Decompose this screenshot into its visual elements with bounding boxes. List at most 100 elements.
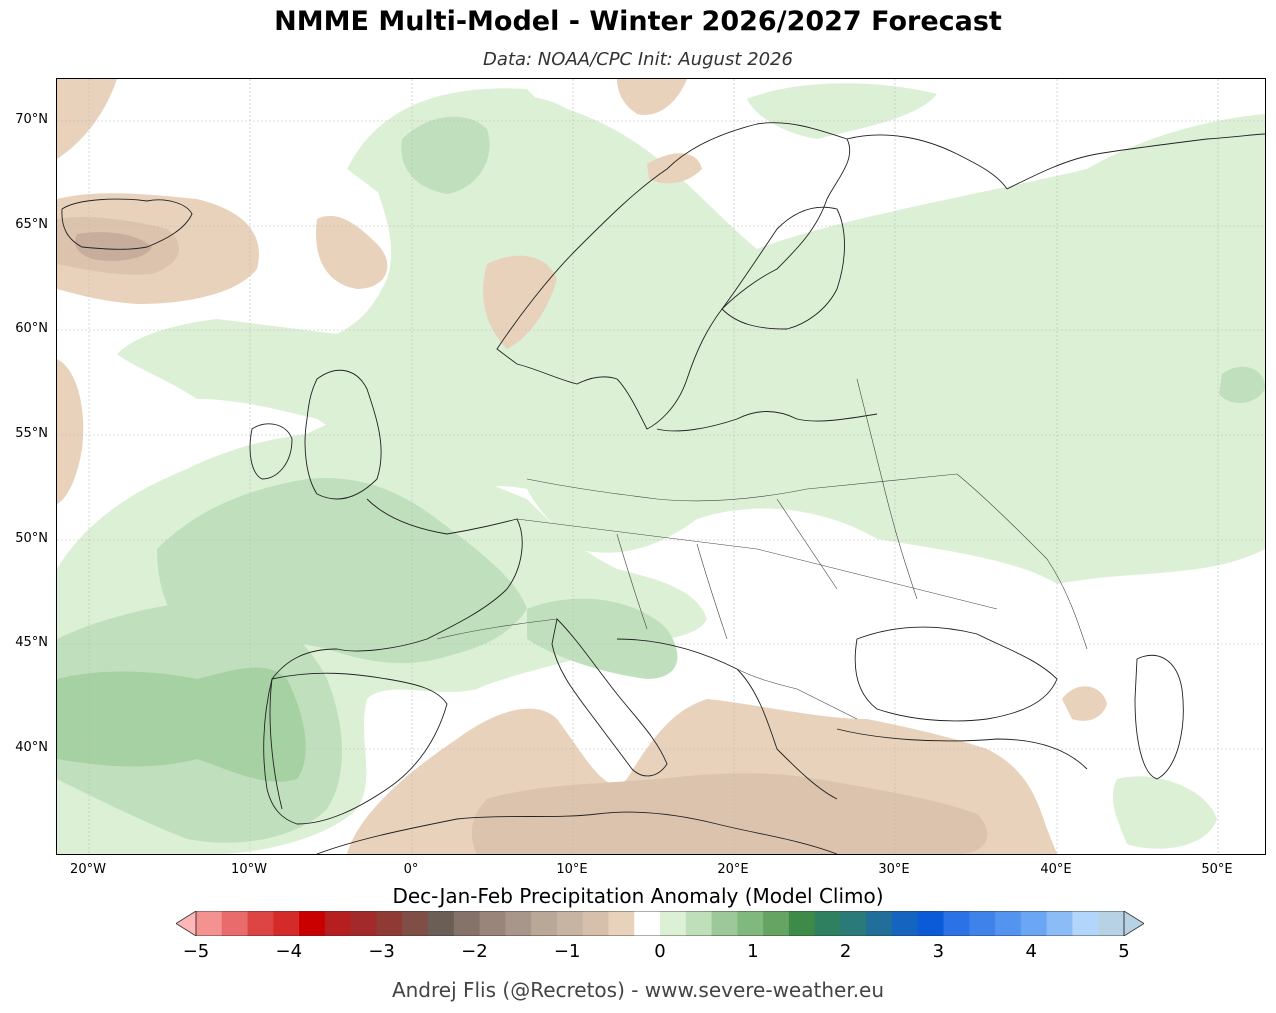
chart-subtitle: Data: NOAA/CPC Init: August 2026: [483, 49, 793, 70]
colorbar-under-triangle: [176, 911, 197, 936]
colorbar-tick-label: 4: [1025, 941, 1037, 962]
dry-anomaly-lapland: [647, 153, 702, 184]
colorbar-cell: [1098, 911, 1125, 936]
colorbar-cell: [917, 911, 945, 936]
anatolia: [836, 728, 1088, 770]
colorbar-tick-label: −3: [368, 941, 395, 962]
dry-anomaly-atlantic: [316, 215, 388, 289]
italy: [551, 618, 668, 777]
chart-title: NMME Multi-Model - Winter 2026/2027 Fore…: [274, 6, 1002, 37]
map-canvas: [57, 79, 1265, 854]
colorbar-tick-label: 1: [747, 941, 759, 962]
lat-label-45n: 45°N: [15, 635, 48, 650]
country-borders: [436, 378, 1088, 720]
lon-label-20e: 20°E: [717, 862, 749, 877]
dry-medium-aegean: [471, 773, 988, 854]
colorbar-cell: [556, 911, 584, 936]
credit-text: Andrej Flis (@Recretos) - www.severe-wea…: [391, 978, 885, 1002]
wet-medium-russia: [1219, 366, 1265, 403]
colorbar-cell: [479, 911, 506, 936]
lat-label-70n: 70°N: [15, 112, 48, 127]
colorbar-tick-label: 2: [839, 941, 852, 962]
colorbar-cell: [711, 911, 738, 936]
colorbar-cell: [892, 911, 919, 936]
dry-strong-iceland: [75, 232, 152, 261]
dry-anomaly-arctic-north: [57, 79, 117, 159]
iberia: [263, 672, 448, 825]
colorbar-cell: [247, 911, 274, 936]
wet-anomaly-arctic: [747, 83, 937, 139]
lon-label-10e: 10°E: [556, 862, 588, 877]
graticule: [57, 79, 1265, 854]
colorbar-cell: [376, 911, 403, 936]
colorbar-tick-label: 5: [1118, 941, 1130, 962]
lon-label-30e: 30°E: [878, 862, 910, 877]
arctic-coast: [1006, 133, 1265, 190]
colorbar-cell: [196, 911, 223, 936]
colorbar-cell: [221, 911, 249, 936]
dry-anomaly-barents: [617, 79, 687, 115]
colorbar-over-triangle: [1123, 911, 1144, 936]
kola-peninsula: [846, 134, 1008, 190]
colorbar-cell: [324, 911, 352, 936]
dry-anomaly-west-atlantic: [57, 359, 84, 504]
ireland: [249, 423, 293, 480]
balkans: [616, 638, 838, 800]
colorbar-cell: [685, 911, 713, 936]
british-isles: [304, 369, 382, 500]
colorbar-label: Dec-Jan-Feb Precipitation Anomaly (Model…: [392, 884, 884, 908]
lon-label-10w: 10°W: [231, 862, 267, 877]
colorbar-cell: [634, 911, 661, 936]
colorbar-cell: [453, 911, 481, 936]
colorbar-cell: [737, 911, 764, 936]
lat-label-65n: 65°N: [15, 217, 48, 232]
caspian-sea: [1134, 654, 1184, 780]
colorbar-cell: [995, 911, 1022, 936]
wet-strong-biscay: [57, 667, 306, 782]
precipitation-anomaly-map: [56, 78, 1266, 855]
scandinavia-coast: [496, 122, 851, 430]
colorbar-cell: [428, 911, 455, 936]
colorbar-cell: [505, 911, 532, 936]
coastlines: [61, 122, 1265, 854]
colorbar-cell: [1072, 911, 1099, 936]
colorbar-cell: [350, 911, 377, 936]
colorbar-cell: [582, 911, 609, 936]
colorbar-cell: [402, 911, 429, 936]
colorbar-cell: [273, 911, 300, 936]
colorbar-tick-label: 0: [654, 941, 666, 962]
colorbar-cell: [943, 911, 970, 936]
colorbar-tick-label: −2: [461, 941, 488, 962]
lon-label-0: 0°: [403, 862, 419, 877]
colorbar-cell: [660, 911, 687, 936]
colorbar-cell: [969, 911, 996, 936]
dry-anomaly-norway: [483, 255, 557, 349]
colorbar-cell: [531, 911, 558, 936]
colorbar-tick-label: −5: [182, 941, 210, 962]
colorbar-tick-label: −4: [275, 941, 303, 962]
colorbar-cell: [866, 911, 893, 936]
colorbar-cell: [1046, 911, 1073, 936]
dry-anomaly-caucasus: [1062, 686, 1107, 721]
lon-label-40e: 40°E: [1040, 862, 1072, 877]
colorbar-cell: [299, 911, 326, 936]
north-africa-coast: [316, 811, 838, 854]
colorbar-tick-label: −1: [553, 941, 581, 962]
wet-medium-norwegian-sea: [401, 116, 490, 194]
lat-label-40n: 40°N: [15, 740, 48, 755]
anomaly-shading: [57, 79, 1265, 854]
lon-label-50e: 50°E: [1201, 862, 1233, 877]
colorbar-tick-label: 3: [932, 941, 945, 962]
finland-coast: [721, 206, 845, 330]
colorbar-cell: [763, 911, 790, 936]
lat-label-60n: 60°N: [15, 321, 48, 336]
colorbar-cell: [788, 911, 816, 936]
colorbar-outline: [195, 911, 1125, 936]
lat-label-55n: 55°N: [15, 426, 48, 441]
baltic-coast: [656, 411, 878, 432]
iceland-coast: [61, 198, 193, 250]
colorbar-cell: [840, 911, 867, 936]
colorbar-cell: [814, 911, 841, 936]
black-sea: [854, 626, 1058, 722]
colorbar: [176, 911, 1144, 936]
